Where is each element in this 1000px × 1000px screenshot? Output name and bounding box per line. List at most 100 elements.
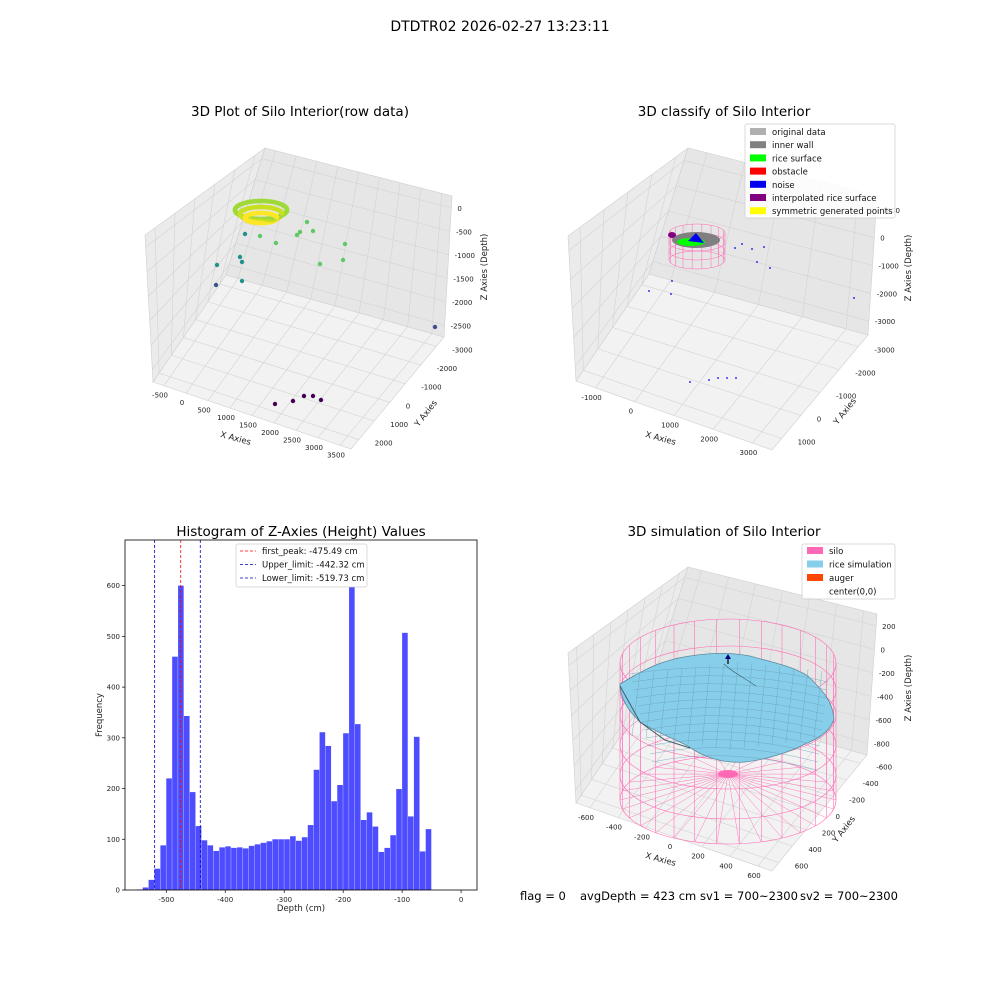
histogram-bar (307, 825, 314, 890)
y-grid-line (641, 284, 859, 347)
histogram-bar (343, 733, 349, 890)
silo-floor-spoke (694, 773, 729, 842)
legend-swatch (750, 167, 766, 175)
y-tick-label: 0 (116, 887, 120, 895)
z-grid-line (574, 261, 654, 367)
histogram-legend: first_peak: -475.49 cm Upper_limit: -442.… (235, 543, 368, 588)
legend-frame (744, 123, 896, 219)
silo-floor-spoke (622, 773, 729, 810)
y-tick-label: 600 (107, 582, 120, 590)
histogram-bar (172, 656, 178, 890)
histogram-bar (396, 789, 402, 890)
legend-swatch (807, 547, 823, 554)
silo-floor-spoke (727, 773, 740, 844)
y-grid-line (219, 283, 437, 347)
histogram-bar (354, 724, 361, 890)
surface-mesh-line (715, 663, 725, 749)
silo-floor-spoke (673, 761, 729, 775)
histogram-bar (325, 745, 332, 890)
data-point (310, 393, 316, 399)
data-point (214, 262, 220, 268)
legend-label: noise (772, 181, 795, 191)
histogram-bar (360, 820, 367, 890)
z-grid-line (571, 210, 669, 309)
surface-mesh-line (799, 669, 809, 741)
z-grid-line (668, 210, 873, 266)
noise-point (648, 290, 650, 292)
y-tick-label: 100 (107, 836, 120, 844)
z-tick-label: 0 (880, 235, 884, 243)
chart3-title: Histogram of Z-Axies (Height) Values (176, 524, 425, 540)
y-grid-line (581, 794, 779, 863)
x-tick-label: -500 (158, 896, 174, 904)
z-grid-line (235, 242, 447, 303)
noise-point (751, 248, 753, 250)
histogram-bar (142, 887, 149, 890)
interpolated-points (668, 232, 676, 238)
histogram-frame (124, 539, 478, 891)
data-point (317, 261, 323, 267)
x-grid-line (163, 278, 239, 386)
histogram-bar (266, 841, 273, 890)
flag-text: flag = 0 (520, 889, 566, 903)
x-tick-label: 1000 (661, 422, 679, 430)
y-tick-label: 200 (107, 785, 120, 793)
chart4-xlabel: X Axies (644, 851, 677, 869)
legend-swatch (750, 207, 766, 215)
silo-floor-spoke (727, 773, 834, 792)
silo-floor-spoke (673, 773, 729, 839)
histogram-xlabel: Depth (cm) (277, 904, 325, 914)
silo-floor-spoke (716, 773, 729, 844)
histogram-bar (272, 839, 278, 890)
chart2-tick-labels: -10000100020003000-3000-2000-10000100010… (581, 207, 900, 457)
y-grid-line (583, 370, 782, 439)
histogram-bar (219, 847, 225, 890)
noise-point (689, 381, 691, 383)
raw-data-3d-plot: 3D Plot of Silo Interior(row data) -500 0… (144, 104, 490, 459)
silo-floor-spoke (727, 773, 816, 827)
x-tick-label: 200 (691, 853, 704, 861)
legend-swatch (807, 574, 823, 581)
rice-point (284, 206, 290, 212)
y-tick-label: 400 (808, 846, 821, 854)
surface-mesh-line (757, 664, 767, 747)
y-tick-label: 0 (836, 813, 840, 821)
y-tick-label: -600 (876, 763, 892, 771)
y-tick-label: -2000 (855, 370, 875, 378)
z-tick-label: -1500 (453, 275, 473, 283)
classify-3d-plot: 3D classify of Silo Interior -1000 0 1000 2… (567, 104, 914, 457)
histogram-bar (154, 868, 161, 890)
chart1-points (213, 198, 438, 407)
silo-floor-spoke (629, 773, 729, 783)
z-grid-line (149, 221, 243, 321)
legend-label: silo (829, 547, 843, 557)
histogram-bar (408, 816, 414, 890)
noise-point (670, 293, 672, 295)
x-tick-label: 2500 (283, 436, 301, 444)
legend-swatch (750, 194, 766, 201)
z-grid-line (652, 261, 869, 322)
silo-floor-spoke (727, 767, 801, 775)
chart2-ylabel: Y Axies (831, 396, 859, 428)
y-grid-line (171, 354, 375, 422)
noise-point (763, 246, 765, 248)
chart1-zlabel: Z Axies (Depth) (480, 234, 490, 301)
histogram-bar (213, 850, 220, 890)
y-tick-label: -2000 (437, 365, 457, 373)
z-grid-line (146, 179, 256, 272)
histogram-bar (254, 844, 261, 890)
z-tick-label: -2000 (877, 290, 897, 298)
x-tick-label: 1500 (239, 422, 257, 430)
y-tick-label: -200 (849, 796, 865, 804)
legend-label: rice surface (772, 154, 822, 164)
z-grid-line (148, 200, 249, 297)
x-tick-label: -400 (217, 896, 233, 904)
z-tick-label: 0 (457, 205, 461, 213)
z-grid-line (150, 243, 236, 346)
histogram-bar (166, 778, 172, 890)
noise-point (741, 243, 743, 245)
surface-mesh-line (639, 707, 824, 723)
x-grid-line (317, 326, 408, 439)
silo-floor-spoke (727, 773, 827, 783)
histogram-bar (301, 837, 308, 890)
